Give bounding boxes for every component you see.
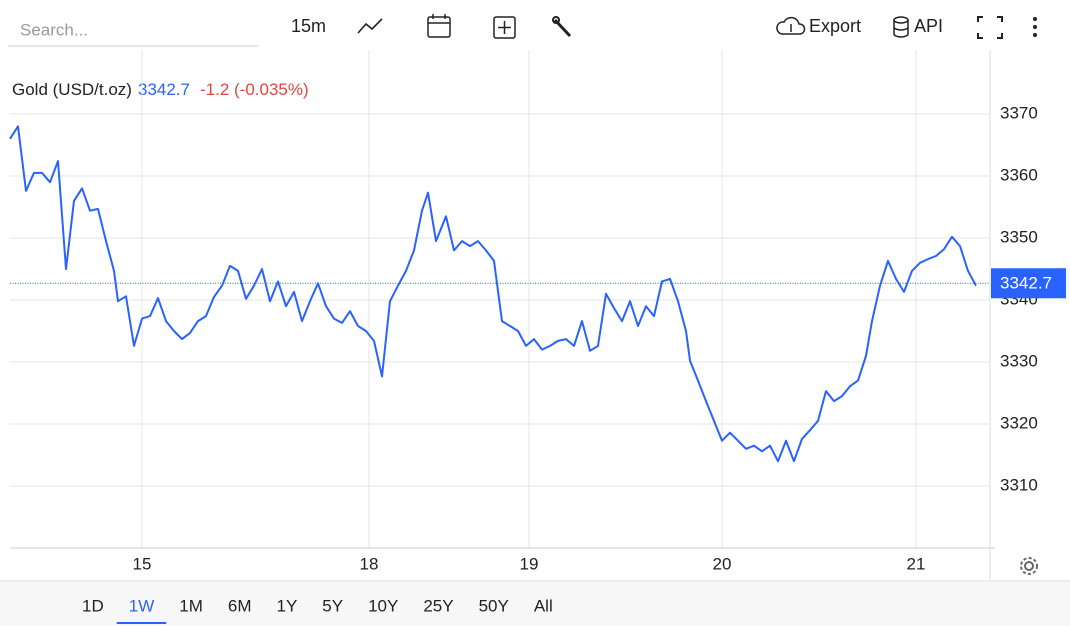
- export-icon[interactable]: [776, 16, 806, 35]
- range-button[interactable]: 1M: [179, 596, 203, 615]
- chart-type-icon[interactable]: [357, 18, 383, 34]
- last-price-label: 3342.7: [1000, 274, 1052, 293]
- range-button[interactable]: 10Y: [368, 596, 398, 615]
- range-buttons: 1D 1W 1M 6M 1Y 5Y 10Y 25Y 50Y All: [82, 596, 553, 624]
- y-tick-label: 3370: [1000, 103, 1038, 122]
- x-tick-label: 18: [360, 554, 379, 573]
- y-tick-label: 3360: [1000, 165, 1038, 184]
- api-icon[interactable]: [893, 16, 909, 38]
- range-button[interactable]: 1W: [129, 596, 155, 615]
- settings-icon[interactable]: [1020, 557, 1038, 575]
- legend-name: Gold (USD/t.oz): [12, 80, 132, 99]
- range-button[interactable]: 1D: [82, 596, 104, 615]
- legend: Gold (USD/t.oz) 3342.7 -1.2 (-0.035%): [12, 80, 309, 99]
- compare-icon[interactable]: [493, 16, 516, 39]
- price-line: [9, 125, 977, 463]
- legend-price: 3342.7: [138, 80, 190, 99]
- range-button[interactable]: 6M: [228, 596, 252, 615]
- search-box[interactable]: Search...: [20, 20, 88, 39]
- range-button[interactable]: 5Y: [322, 596, 343, 615]
- range-bar: [0, 581, 1070, 626]
- fullscreen-icon[interactable]: [977, 16, 1003, 39]
- y-tick-label: 3320: [1000, 413, 1038, 432]
- x-tick-label: 19: [520, 554, 539, 573]
- export-button[interactable]: Export: [809, 16, 861, 36]
- y-tick-label: 3310: [1000, 475, 1038, 494]
- tools-icon[interactable]: [552, 16, 572, 38]
- x-tick-label: 21: [907, 554, 926, 573]
- range-button[interactable]: 50Y: [479, 596, 509, 615]
- range-button[interactable]: All: [534, 596, 553, 615]
- range-button[interactable]: 1Y: [276, 596, 297, 615]
- x-tick-label: 20: [713, 554, 732, 573]
- interval-button[interactable]: 15m: [291, 16, 326, 36]
- menu-icon[interactable]: [1033, 17, 1037, 37]
- x-tick-label: 15: [133, 554, 152, 573]
- y-tick-label: 3330: [1000, 351, 1038, 370]
- legend-change: -1.2 (-0.035%): [200, 80, 309, 99]
- range-active-underline: [116, 622, 167, 624]
- calendar-icon[interactable]: [427, 14, 451, 38]
- last-price-tag: [991, 268, 1066, 299]
- api-button[interactable]: API: [914, 16, 943, 36]
- y-tick-label: 3350: [1000, 227, 1038, 246]
- range-button[interactable]: 25Y: [423, 596, 453, 615]
